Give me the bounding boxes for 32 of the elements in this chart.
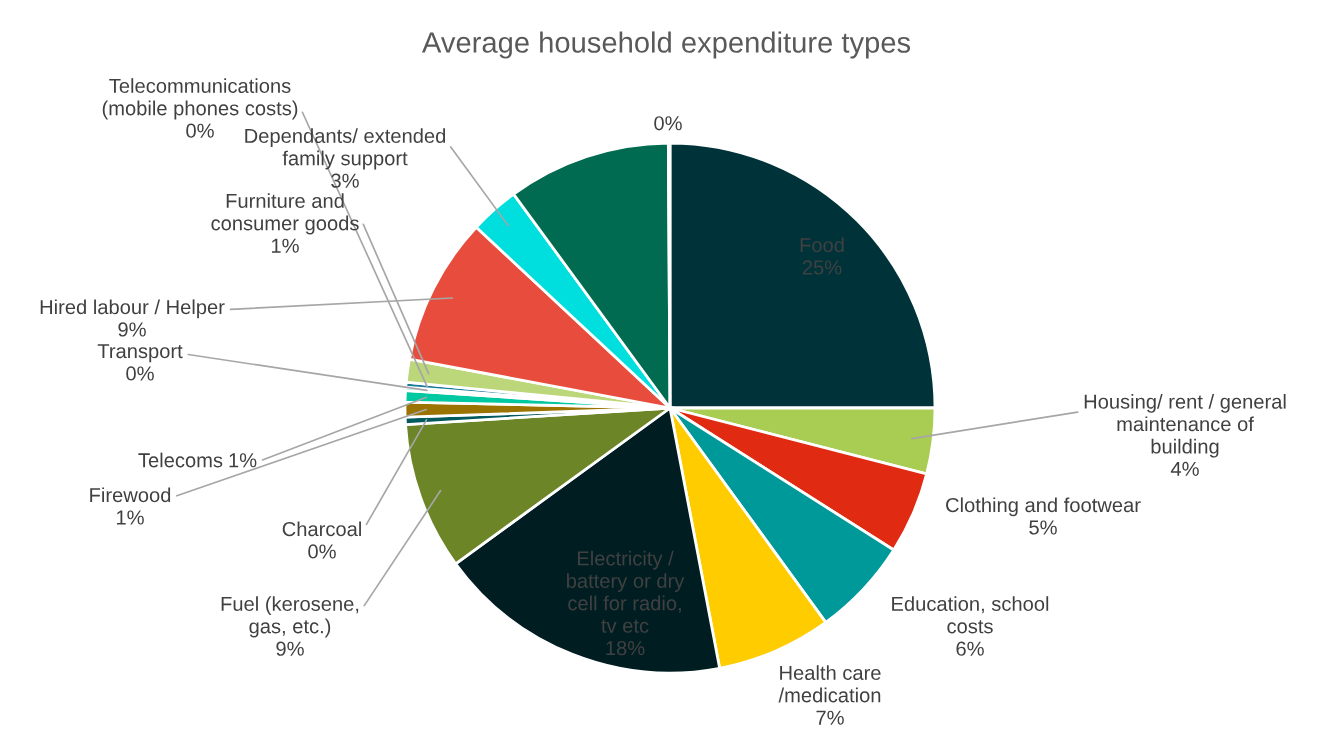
slice-label: Electricity / battery or dry cell for radio, tv etc: [566, 550, 685, 633]
slice-label: Firewood: [90, 487, 171, 503]
slice-label: Health care /medication: [778, 665, 881, 703]
slice-label: Education, school costs: [892, 596, 1049, 634]
data-label: 25%: [802, 260, 842, 275]
data-label: 6%: [956, 641, 984, 656]
data-label: 0%: [126, 366, 154, 381]
data-label: 0%: [308, 544, 336, 559]
data-label: 9%: [276, 641, 304, 656]
slice-label: Charcoal: [282, 521, 361, 537]
slice-label: Transport: [97, 344, 183, 363]
slice-label: Dependants/ extended family support: [245, 128, 446, 170]
data-label: 0%: [654, 116, 682, 131]
slice-label: Telecoms: [138, 452, 223, 468]
data-label: 0%: [186, 123, 214, 138]
data-label: 1%: [271, 238, 299, 253]
data-label: 9%: [118, 322, 146, 337]
data-label: 18%: [606, 640, 645, 656]
data-label: 1%: [229, 453, 257, 468]
data-label: 7%: [816, 710, 844, 725]
slice-label: Food: [800, 237, 844, 253]
data-label: 5%: [1029, 520, 1057, 535]
slice-label: Fuel (kerosene, gas, etc.): [221, 596, 359, 638]
slice-label: Telecommunications (mobile phones costs): [102, 78, 298, 120]
slice-label: Hired labour / Helper: [40, 299, 225, 319]
data-label: 4%: [1170, 461, 1199, 476]
slice-label: Clothing and footwear: [946, 497, 1141, 517]
data-label: 1%: [116, 510, 144, 525]
data-label: 3%: [331, 173, 359, 188]
slice-label: Furniture and consumer goods: [211, 193, 359, 235]
slice-label: Housing/ rent / general maintenance of building: [1084, 393, 1286, 458]
chart-title: Average household expenditure types: [421, 31, 911, 59]
